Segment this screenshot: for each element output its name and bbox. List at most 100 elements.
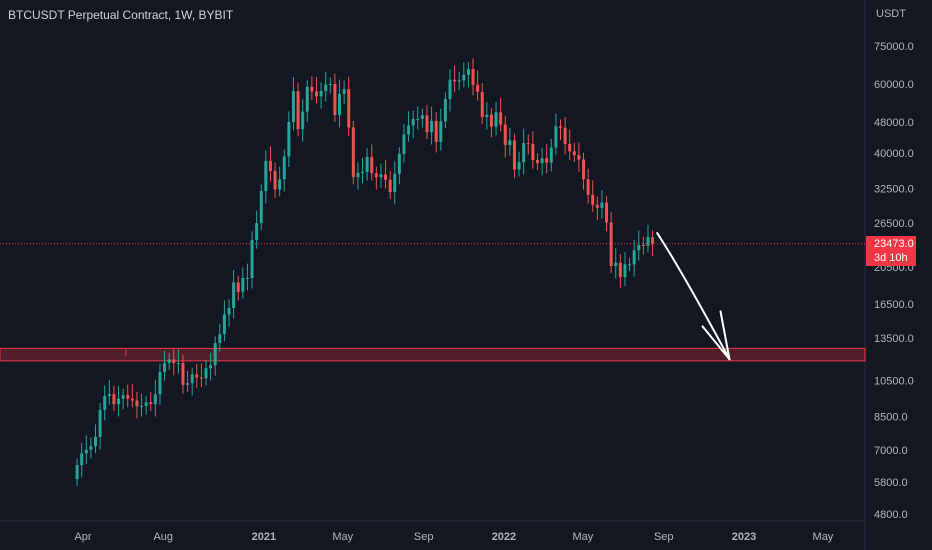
y-tick-label: 7000.0 bbox=[874, 445, 908, 457]
x-tick-label: 2022 bbox=[492, 531, 516, 543]
candle-body bbox=[453, 79, 457, 82]
candle-body bbox=[333, 83, 337, 116]
candle-body bbox=[646, 237, 650, 246]
candle-body bbox=[259, 191, 263, 224]
candle-body bbox=[351, 127, 355, 178]
candle-body bbox=[328, 83, 332, 85]
candle-body bbox=[430, 120, 434, 133]
candle-body bbox=[301, 111, 305, 130]
candle-body bbox=[93, 436, 97, 447]
candle-body bbox=[535, 159, 539, 164]
y-tick-label: 48000.0 bbox=[874, 117, 914, 129]
y-tick-label: 16500.0 bbox=[874, 299, 914, 311]
candle-body bbox=[268, 160, 272, 171]
candle-body bbox=[291, 91, 295, 122]
candle-body bbox=[545, 158, 549, 163]
y-tick-label: 60000.0 bbox=[874, 79, 914, 91]
last-price-value: 23473.0 bbox=[874, 238, 914, 250]
candle-body bbox=[554, 126, 558, 148]
candle-body bbox=[411, 118, 415, 126]
bar-countdown: 3d 10h bbox=[874, 252, 908, 264]
candle-body bbox=[489, 114, 493, 127]
candle-body bbox=[393, 173, 397, 193]
candle-body bbox=[324, 84, 328, 91]
candle-body bbox=[448, 79, 452, 100]
x-tick-label: Sep bbox=[654, 531, 674, 543]
candle-body bbox=[425, 115, 429, 133]
candle-body bbox=[434, 120, 438, 142]
candle-body bbox=[439, 121, 443, 142]
candle-body bbox=[443, 99, 447, 122]
candle-body bbox=[522, 143, 526, 163]
candle-body bbox=[485, 114, 489, 118]
candle-body bbox=[305, 86, 309, 112]
candle-body bbox=[186, 383, 190, 385]
candle-body bbox=[204, 368, 208, 379]
candle-body bbox=[140, 406, 144, 408]
candle-body bbox=[526, 143, 530, 145]
candle-body bbox=[494, 112, 498, 127]
candle-body bbox=[213, 343, 217, 366]
candle-body bbox=[250, 239, 254, 278]
candle-body bbox=[549, 147, 553, 163]
candle-body bbox=[282, 156, 286, 180]
candle-body bbox=[310, 86, 314, 92]
candle-body bbox=[135, 400, 139, 407]
candle-body bbox=[558, 126, 562, 128]
candle-body bbox=[632, 250, 636, 265]
candle-body bbox=[103, 395, 107, 410]
candle-body bbox=[480, 91, 484, 118]
candle-body bbox=[512, 140, 516, 170]
price-zone[interactable] bbox=[0, 347, 866, 362]
downward-arrow-annotation[interactable] bbox=[656, 232, 731, 361]
candle-body bbox=[572, 151, 576, 156]
candle-body bbox=[591, 194, 595, 205]
candle-body bbox=[209, 365, 213, 369]
candle-body bbox=[388, 179, 392, 193]
candle-body bbox=[577, 155, 581, 160]
candle-body bbox=[384, 174, 388, 180]
candle-body bbox=[314, 91, 318, 97]
candle-body bbox=[531, 143, 535, 160]
candle-body bbox=[595, 204, 599, 208]
candle-body bbox=[176, 363, 180, 365]
candle-body bbox=[407, 125, 411, 135]
x-tick-label: Sep bbox=[414, 531, 434, 543]
candle-body bbox=[98, 409, 102, 437]
candle-body bbox=[462, 74, 466, 81]
candle-body bbox=[149, 402, 153, 405]
candle-body bbox=[227, 307, 231, 315]
candle-body bbox=[199, 377, 203, 379]
candle-body bbox=[471, 69, 475, 85]
candle-body bbox=[153, 394, 157, 405]
candle-body bbox=[158, 372, 162, 395]
candle-body bbox=[255, 223, 259, 240]
candle-body bbox=[167, 359, 171, 364]
candle-body bbox=[568, 143, 572, 152]
chart-title: BTCUSDT Perpetual Contract, 1W, BYBIT bbox=[8, 8, 234, 22]
candle-body bbox=[361, 171, 365, 173]
candle-body bbox=[517, 162, 521, 170]
candle-body bbox=[609, 222, 613, 266]
y-tick-label: 75000.0 bbox=[874, 41, 914, 53]
candle-body bbox=[172, 359, 176, 364]
candle-body bbox=[126, 395, 130, 399]
candle-body bbox=[370, 156, 374, 174]
candle-body bbox=[402, 134, 406, 154]
candle-body bbox=[503, 124, 507, 146]
candle-body bbox=[287, 121, 291, 157]
candle-body bbox=[365, 156, 369, 172]
price-axis-unit: USDT bbox=[876, 8, 906, 20]
candle-body bbox=[84, 449, 88, 454]
candle-body bbox=[241, 277, 245, 292]
candle-body bbox=[273, 170, 277, 190]
candle-body bbox=[107, 394, 111, 396]
candle-body bbox=[416, 118, 420, 120]
candle-body bbox=[379, 174, 383, 178]
candle-body bbox=[245, 277, 249, 279]
candle-body bbox=[374, 173, 378, 178]
candle-body bbox=[540, 158, 544, 164]
x-tick-label: May bbox=[332, 531, 353, 543]
